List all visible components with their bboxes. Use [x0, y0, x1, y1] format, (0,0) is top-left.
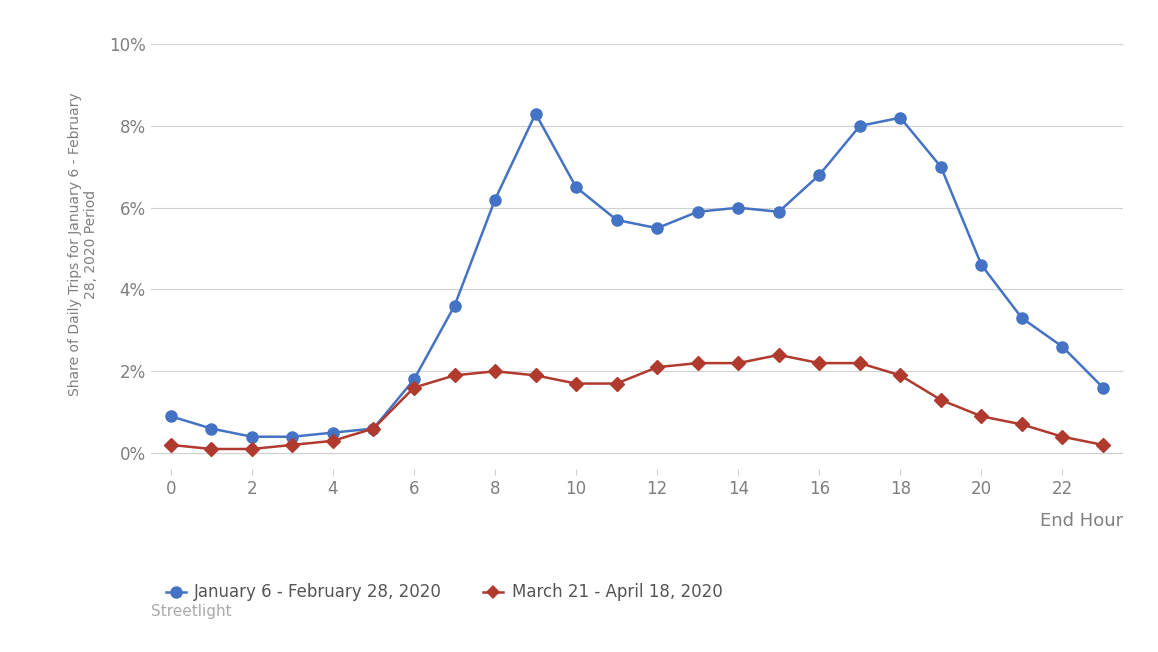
- Y-axis label: Share of Daily Trips for January 6 - February
28, 2020 Period: Share of Daily Trips for January 6 - Feb…: [67, 93, 97, 396]
- Text: Streetlight: Streetlight: [151, 604, 232, 619]
- Legend: January 6 - February 28, 2020, March 21 - April 18, 2020: January 6 - February 28, 2020, March 21 …: [159, 577, 730, 608]
- X-axis label: End Hour: End Hour: [1040, 512, 1123, 529]
